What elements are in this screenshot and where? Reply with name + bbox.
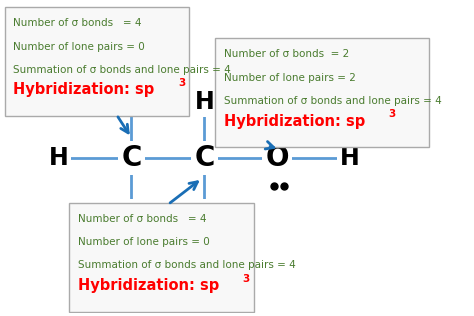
FancyBboxPatch shape — [5, 8, 189, 116]
Text: Number of lone pairs = 0: Number of lone pairs = 0 — [78, 237, 210, 247]
Text: H: H — [194, 90, 214, 114]
Text: Summation of σ bonds and lone pairs = 4: Summation of σ bonds and lone pairs = 4 — [13, 65, 231, 75]
FancyBboxPatch shape — [215, 39, 429, 147]
Text: 3: 3 — [389, 109, 396, 119]
Text: 3: 3 — [178, 78, 186, 88]
Text: Number of lone pairs = 2: Number of lone pairs = 2 — [224, 73, 356, 82]
Text: Summation of σ bonds and lone pairs = 4: Summation of σ bonds and lone pairs = 4 — [224, 96, 441, 106]
Text: Summation of σ bonds and lone pairs = 4: Summation of σ bonds and lone pairs = 4 — [78, 260, 296, 270]
Text: C: C — [121, 144, 142, 172]
Text: Number of σ bonds   = 4: Number of σ bonds = 4 — [78, 214, 206, 224]
Text: Number of σ bonds   = 4: Number of σ bonds = 4 — [13, 18, 142, 28]
Text: H: H — [49, 146, 68, 170]
FancyBboxPatch shape — [69, 203, 254, 312]
Text: Hybridization: sp: Hybridization: sp — [224, 113, 365, 129]
Text: C: C — [194, 144, 215, 172]
Text: H: H — [340, 146, 360, 170]
Text: H: H — [121, 202, 141, 226]
Text: Number of σ bonds  = 2: Number of σ bonds = 2 — [224, 49, 349, 59]
Text: O: O — [265, 144, 289, 172]
Text: H: H — [194, 202, 214, 226]
Text: Number of lone pairs = 0: Number of lone pairs = 0 — [13, 42, 145, 52]
Text: H: H — [121, 90, 141, 114]
Text: 3: 3 — [243, 274, 250, 284]
Text: Hybridization: sp: Hybridization: sp — [13, 82, 155, 97]
Text: Hybridization: sp: Hybridization: sp — [78, 278, 219, 293]
